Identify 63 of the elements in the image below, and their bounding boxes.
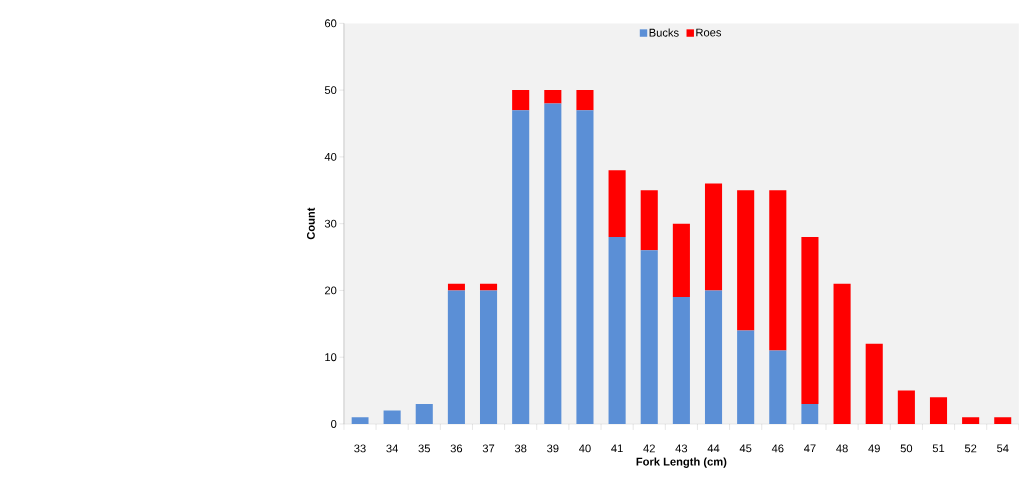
bar: [737, 330, 755, 425]
x-tick-label: 42: [643, 444, 655, 453]
bar: [576, 110, 594, 425]
bar: [512, 90, 530, 111]
bar: [351, 417, 369, 425]
bar: [801, 237, 819, 405]
bar: [544, 90, 562, 104]
y-tick-label: 50: [324, 86, 337, 95]
x-tick-label: 49: [868, 444, 880, 453]
x-tick-label: 50: [900, 444, 913, 453]
bar: [769, 190, 787, 351]
x-tick-label: 48: [836, 444, 848, 453]
bar: [929, 397, 948, 425]
x-tick-label: 51: [932, 444, 945, 453]
x-tick-label: 33: [354, 444, 366, 453]
bar: [897, 390, 915, 425]
x-tick-label: 52: [964, 444, 977, 453]
x-tick-label: 44: [707, 444, 720, 453]
bar: [447, 290, 465, 425]
x-tick-label: 37: [482, 444, 495, 453]
y-tick-label: 40: [324, 153, 337, 161]
bar: [415, 404, 433, 425]
x-tick-label: 40: [579, 444, 591, 453]
x-tick-label: 45: [739, 444, 752, 453]
bar: [383, 410, 401, 425]
x-tick-label: 41: [611, 444, 623, 453]
bar: [544, 103, 562, 425]
bar: [479, 290, 498, 425]
y-axis-title: Count: [306, 207, 315, 240]
bar: [769, 350, 787, 425]
y-tick-label: 60: [324, 19, 337, 28]
bar: [576, 90, 594, 111]
y-tick-label: 0: [331, 420, 337, 429]
x-tick-label: 38: [514, 444, 527, 453]
legend-label: Roes: [696, 28, 722, 37]
x-tick-label: 35: [418, 444, 430, 453]
bar: [672, 223, 690, 298]
bar: [704, 183, 723, 291]
legend-label: Bucks: [649, 28, 679, 37]
x-axis-title: Fork Length (cm): [636, 457, 727, 468]
y-tick-label: 30: [324, 219, 337, 228]
bar: [608, 237, 626, 425]
bar: [865, 343, 883, 425]
bar: [737, 190, 755, 331]
bar: [672, 297, 690, 425]
x-tick-label: 34: [386, 444, 398, 453]
x-tick-label: 36: [450, 444, 463, 453]
bar: [962, 417, 980, 425]
x-tick-label: 47: [804, 444, 816, 453]
bar: [994, 417, 1012, 425]
y-tick-label: 10: [325, 353, 337, 362]
bar: [512, 110, 530, 425]
y-tick-label: 20: [324, 286, 337, 295]
bar: [704, 290, 723, 425]
x-tick-label: 46: [771, 444, 784, 453]
x-tick-label: 43: [675, 444, 688, 453]
bar: [608, 170, 626, 238]
bar: [833, 283, 851, 425]
x-tick-label: 39: [547, 444, 559, 453]
bar: [640, 250, 658, 425]
x-tick-label: 54: [997, 444, 1009, 453]
bar: [801, 404, 819, 425]
bar: [640, 190, 658, 251]
